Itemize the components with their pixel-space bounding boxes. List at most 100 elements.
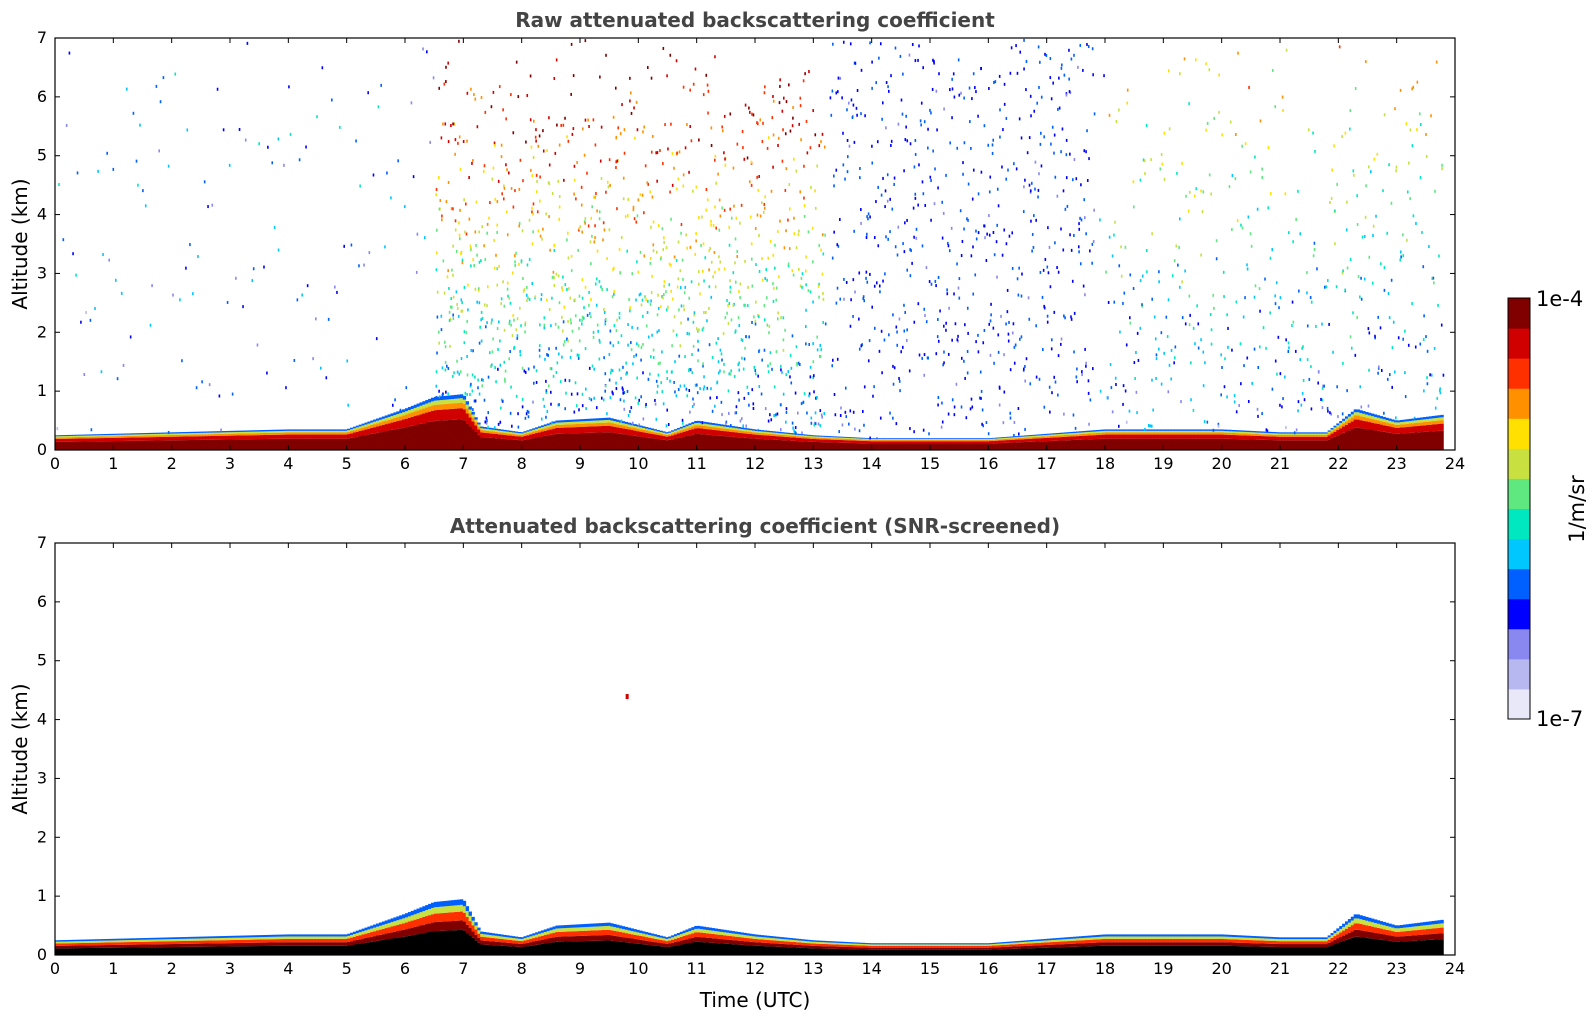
bl-cell (370, 424, 374, 428)
noise-cell (803, 196, 805, 200)
noise-cell (1043, 135, 1045, 139)
noise-cell (835, 168, 838, 172)
noise-cell (1033, 214, 1035, 218)
noise-cell (564, 116, 566, 120)
bl-cell (306, 438, 310, 450)
noise-cell (746, 156, 749, 160)
noise-cell (542, 149, 545, 153)
noise-cell (548, 347, 550, 351)
noise-cell (615, 386, 618, 390)
noise-cell (1023, 185, 1025, 189)
noise-cell (452, 317, 455, 321)
bl-cell (514, 431, 519, 433)
bl-cell (1359, 416, 1363, 421)
noise-cell (981, 422, 983, 426)
bl-cell (1385, 432, 1389, 450)
bl-cell (1414, 426, 1418, 433)
noise-cell (871, 161, 874, 165)
noise-cell (906, 268, 909, 272)
noise-cell (730, 369, 732, 373)
bl-cell (1107, 432, 1112, 435)
bl-cell (1110, 430, 1115, 433)
noise-cell (763, 318, 766, 322)
bl-cell (948, 438, 953, 440)
noise-cell (749, 215, 752, 219)
bl-cell (624, 421, 629, 424)
noise-cell (640, 303, 643, 307)
bl-cell (720, 426, 724, 429)
noise-cell (306, 284, 309, 288)
bl-cell (1191, 430, 1196, 433)
bl-cell (561, 422, 565, 425)
bl-cell (196, 431, 201, 433)
bl-cell (1425, 425, 1430, 432)
noise-cell (677, 277, 680, 281)
noise-cell (554, 322, 557, 326)
bl-cell (462, 399, 467, 404)
noise-cell (858, 429, 861, 433)
bl-cell (1113, 432, 1117, 435)
noise-cell (519, 158, 522, 162)
noise-cell (544, 357, 546, 361)
noise-cell (1399, 258, 1402, 262)
bl-cell (312, 434, 316, 439)
bl-cell (404, 427, 409, 450)
bl-cell (214, 432, 218, 435)
bl-cell (107, 437, 111, 442)
noise-cell (685, 387, 688, 391)
bl-cell (723, 426, 727, 429)
bl-cell (231, 433, 235, 436)
noise-cell (684, 146, 687, 150)
bl-cell (384, 424, 389, 431)
noise-cell (836, 357, 839, 361)
bl-cell (1096, 434, 1100, 439)
noise-cell (692, 320, 695, 324)
noise-cell (445, 390, 447, 394)
bl-cell (57, 438, 62, 442)
noise-cell (960, 356, 963, 360)
noise-cell (568, 379, 571, 383)
bl-cell (598, 420, 603, 423)
bl-cell (1154, 430, 1158, 433)
bl-cell (847, 439, 851, 441)
noise-cell (816, 348, 819, 352)
bl-cell (1026, 441, 1031, 450)
bl-cell (914, 443, 918, 450)
noise-cell (151, 284, 153, 288)
noise-cell (975, 90, 977, 94)
bl-cell (1148, 434, 1152, 439)
noise-cell (532, 381, 535, 385)
noise-cell (626, 213, 629, 217)
noise-cell (792, 426, 794, 430)
bl-cell (431, 421, 435, 450)
noise-cell (632, 362, 634, 366)
noise-cell (1155, 357, 1158, 361)
noise-cell (1181, 161, 1183, 165)
noise-cell (1402, 233, 1404, 237)
bl-cell (1136, 434, 1141, 439)
noise-cell (1122, 384, 1125, 388)
bl-cell (604, 432, 608, 450)
noise-cell (620, 419, 623, 423)
bl-cell (1061, 433, 1065, 436)
bl-cell (55, 435, 59, 437)
bl-cell (506, 433, 510, 436)
noise-cell (497, 367, 499, 371)
bl-cell (925, 438, 929, 440)
noise-cell (1192, 408, 1195, 412)
bl-cell (1203, 430, 1207, 433)
noise-cell (808, 70, 810, 74)
bl-cell (448, 403, 452, 410)
noise-cell (506, 233, 509, 237)
noise-cell (745, 335, 747, 339)
noise-cell (931, 87, 934, 91)
noise-cell (397, 159, 399, 163)
bl-cell (957, 441, 961, 444)
noise-cell (470, 264, 472, 268)
bl-cell (1347, 430, 1352, 450)
bl-cell (699, 425, 704, 429)
noise-cell (937, 186, 939, 190)
noise-cell (689, 368, 692, 372)
bl-cell (833, 439, 837, 443)
bl-cell (1356, 427, 1360, 450)
